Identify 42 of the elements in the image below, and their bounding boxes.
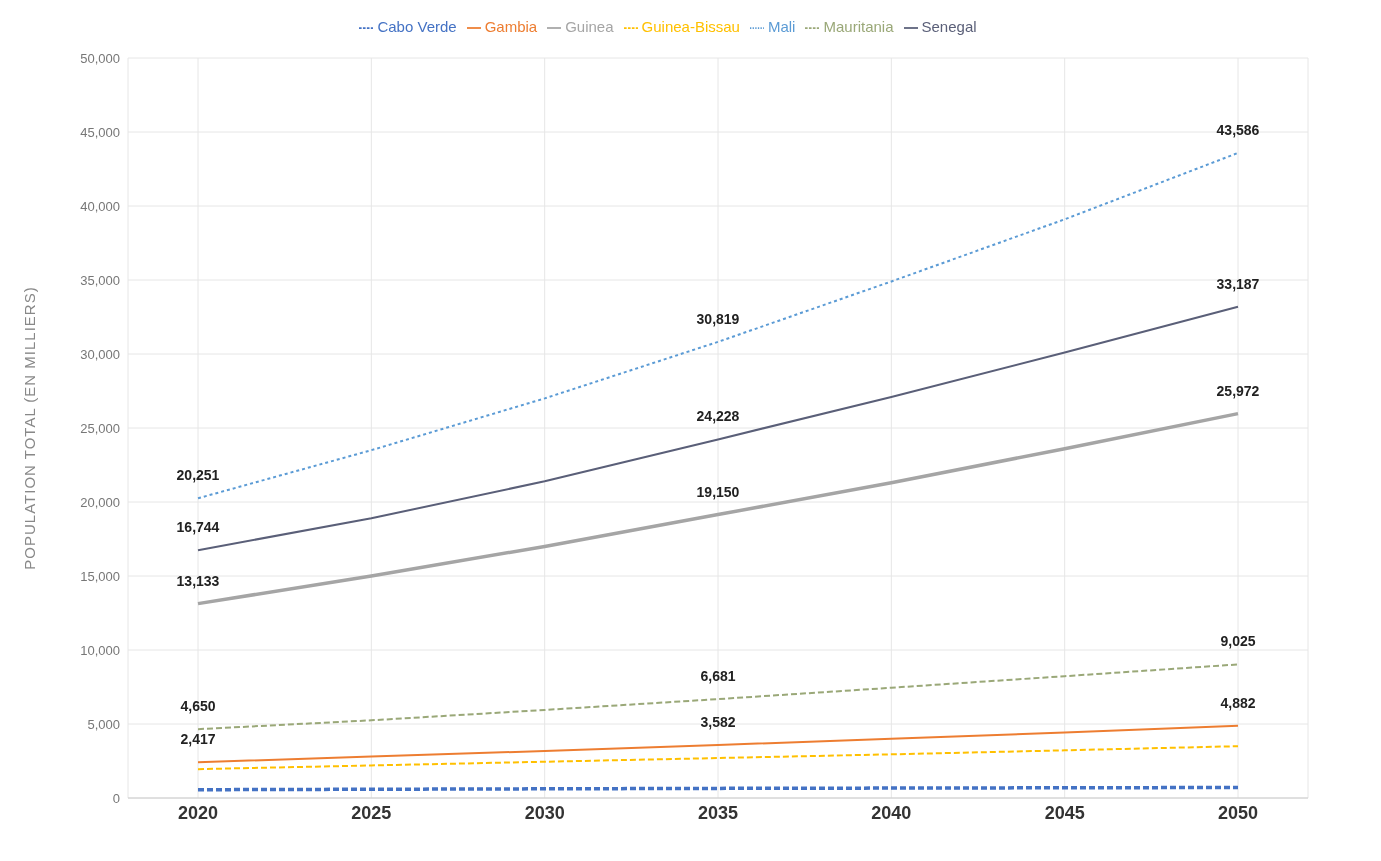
data-label: 6,681 <box>700 668 736 685</box>
y-tick-label: 25,000 <box>80 420 120 436</box>
y-tick-label: 0 <box>112 790 120 806</box>
x-tick-label: 2040 <box>871 802 912 823</box>
y-tick-label: 40,000 <box>80 198 120 214</box>
y-tick-label: 30,000 <box>80 346 120 362</box>
y-tick-label: 10,000 <box>80 642 120 658</box>
legend-label: Senegal <box>921 18 977 35</box>
y-tick-label: 20,000 <box>80 494 120 510</box>
data-label: 4,650 <box>180 698 216 715</box>
x-tick-label: 2035 <box>697 802 739 823</box>
x-tick-label: 2050 <box>1217 802 1259 823</box>
legend-label: Gambia <box>484 18 538 35</box>
legend-label: Mali <box>767 18 796 35</box>
x-tick-label: 2030 <box>524 802 565 823</box>
data-label: 4,882 <box>1220 694 1256 711</box>
data-label: 3,582 <box>700 713 736 730</box>
data-label: 25,972 <box>1216 382 1260 399</box>
data-label: 43,586 <box>1216 121 1260 138</box>
data-label: 16,744 <box>176 519 220 536</box>
data-label: 2,417 <box>180 731 216 748</box>
data-label: 30,819 <box>696 310 740 327</box>
data-label: 13,133 <box>176 572 220 589</box>
legend-label: Guinea <box>565 18 614 35</box>
x-tick-label: 2020 <box>177 802 219 823</box>
y-tick-label: 5,000 <box>87 716 120 732</box>
data-label: 20,251 <box>176 467 220 484</box>
y-tick-label: 35,000 <box>80 272 120 288</box>
y-axis-title: POPULATION TOTAL (EN MILLIERS) <box>21 286 39 570</box>
data-label: 33,187 <box>1216 275 1260 292</box>
y-tick-label: 45,000 <box>80 124 120 140</box>
y-tick-label: 50,000 <box>80 50 120 66</box>
data-label: 24,228 <box>696 408 740 425</box>
y-tick-label: 15,000 <box>80 568 120 584</box>
data-label: 19,150 <box>696 483 740 500</box>
x-tick-label: 2045 <box>1044 802 1085 823</box>
legend-label: Cabo Verde <box>377 18 457 35</box>
legend-label: Guinea-Bissau <box>641 18 740 35</box>
legend-label: Mauritania <box>823 18 894 35</box>
data-label: 9,025 <box>1220 633 1256 650</box>
line-series <box>197 745 1239 771</box>
x-tick-label: 2025 <box>351 802 392 823</box>
